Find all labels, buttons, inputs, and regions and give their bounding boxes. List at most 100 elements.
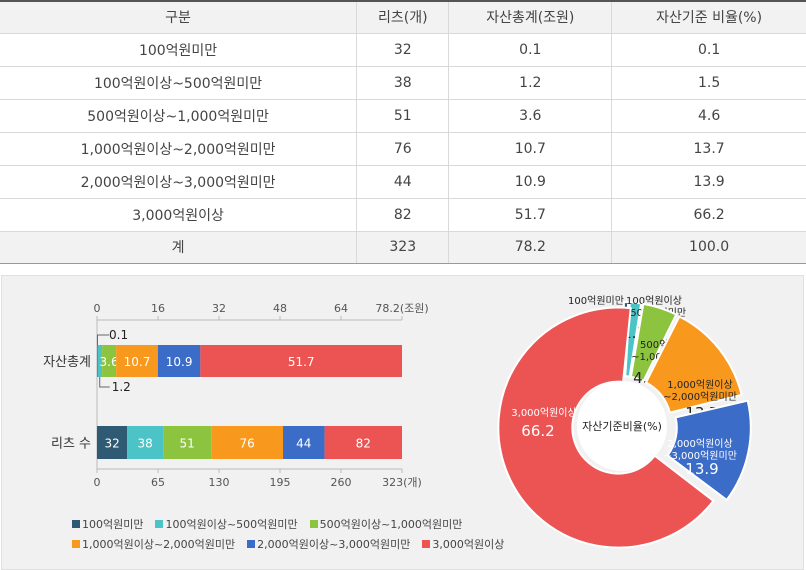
bar-segment xyxy=(116,345,158,377)
cell-count: 76 xyxy=(356,132,449,166)
bar-segment xyxy=(163,426,212,459)
donut-value-label: 66.2 xyxy=(521,422,554,440)
bar-label-leader xyxy=(99,377,110,388)
bar-segment xyxy=(127,426,164,459)
cell-category: 100억원이상~500억원미만 xyxy=(0,66,357,100)
bar-segment xyxy=(97,426,128,459)
cell-category: 2,000억원이상~3,000억원미만 xyxy=(0,165,357,199)
legend-swatch xyxy=(72,540,80,548)
header-asset-ratio: 자산기준 비율(%) xyxy=(611,0,806,34)
cell-assets: 3.6 xyxy=(448,99,612,133)
legend-swatch xyxy=(247,540,256,548)
legend-swatch xyxy=(309,520,318,528)
legend-label: 500억원이상~1,000억원미만 xyxy=(319,518,463,531)
donut-center xyxy=(577,381,667,471)
table-row: 100억원미만 32 0.1 0.1 xyxy=(0,33,806,67)
top-axis-tick-label: 48 xyxy=(273,302,287,315)
total-label: 계 xyxy=(0,230,357,264)
bar-segment xyxy=(200,345,402,377)
cell-assets: 0.1 xyxy=(448,33,612,67)
stacked-bar-chart: 0 16 32 48 64 78.2(조원) 0 65 130 195 260 323(개) 자산총계리… xyxy=(43,302,429,489)
bar-value-label: 76 xyxy=(239,437,254,451)
bar-segment xyxy=(97,345,103,377)
bar-value-label: 1.2 xyxy=(112,380,131,394)
bar-value-label: 38 xyxy=(138,437,153,451)
legend-swatch xyxy=(422,540,431,548)
bar-segment xyxy=(211,426,284,459)
top-axis-tick-label: 64 xyxy=(334,302,348,315)
bottom-axis-tick-label: 65 xyxy=(151,476,165,489)
cell-ratio: 1.5 xyxy=(611,66,806,100)
table-row: 100억원이상~500억원미만 38 1.2 1.5 xyxy=(0,66,806,100)
bar-category-label: 자산총계 xyxy=(43,355,91,370)
bar-segment xyxy=(283,426,325,459)
bar-value-label: 10.9 xyxy=(166,355,193,369)
bar-label-leader xyxy=(97,334,109,345)
donut-value-label: 13.9 xyxy=(685,460,718,478)
legend-row: 100억원미만 100억원이상~500억원미만 500억원이상~1,000억원미만 xyxy=(72,514,502,534)
top-axis-tick-label: 78.2(조원) xyxy=(375,302,428,315)
legend-label: 1,000억원이상~2,000억원미만 xyxy=(82,538,236,551)
bar-value-label: 3.6 xyxy=(100,355,119,369)
donut-slice xyxy=(644,315,743,414)
cell-assets: 10.9 xyxy=(448,165,612,199)
donut-slice-label: ~2,000억원미만 xyxy=(663,391,737,403)
legend-label: 3,000억원이상 xyxy=(432,538,505,551)
bar-value-label: 51 xyxy=(180,437,195,451)
total-assets: 78.2 xyxy=(448,230,612,264)
donut-slice xyxy=(666,399,752,502)
top-axis-tick-label: 16 xyxy=(151,302,165,315)
table-header-row: 구분 리츠(개) 자산총계(조원) 자산기준 비율(%) xyxy=(0,0,806,34)
bottom-axis-tick-label: 195 xyxy=(270,476,291,489)
cell-assets: 51.7 xyxy=(448,198,612,232)
bottom-axis-tick-label: 0 xyxy=(94,476,101,489)
legend-label: 100억원이상~500억원미만 xyxy=(165,518,298,531)
legend-item: 500억원이상~1,000억원미만 xyxy=(309,516,463,532)
cell-category: 500억원이상~1,000억원미만 xyxy=(0,99,357,133)
legend-item: 1,000억원이상~2,000억원미만 xyxy=(72,536,235,552)
cell-count: 51 xyxy=(356,99,449,133)
cell-ratio: 13.7 xyxy=(611,132,806,166)
bottom-axis-tick-label: 130 xyxy=(209,476,230,489)
cell-ratio: 4.6 xyxy=(611,99,806,133)
bar-value-label: 0.1 xyxy=(109,328,128,342)
table-row: 500억원이상~1,000억원미만 51 3.6 4.6 xyxy=(0,99,806,133)
cell-ratio: 13.9 xyxy=(611,165,806,199)
bar-segment xyxy=(97,345,98,377)
bar-segment xyxy=(324,426,402,459)
donut-slice xyxy=(497,306,715,549)
bar-value-label: 44 xyxy=(296,437,311,451)
donut-slice-label: 100억원미만 xyxy=(568,295,624,307)
top-axis-tick-label: 0 xyxy=(94,302,101,315)
bar-value-label: 32 xyxy=(104,437,119,451)
donut-slice xyxy=(629,302,678,383)
bar-category-label: 리츠 수 xyxy=(51,437,91,452)
header-reits-count: 리츠(개) xyxy=(356,0,449,34)
donut-slice-label: ~3,000억원미만 xyxy=(663,450,737,462)
legend-item: 2,000억원이상~3,000억원미만 xyxy=(247,536,410,552)
cell-ratio: 66.2 xyxy=(611,198,806,232)
cell-assets: 1.2 xyxy=(448,66,612,100)
table-row: 2,000억원이상~3,000억원미만 44 10.9 13.9 xyxy=(0,165,806,199)
bar-value-label: 10.7 xyxy=(124,355,151,369)
bar-value-label: 82 xyxy=(356,437,371,451)
bar-chart-legend: 100억원미만 100억원이상~500억원미만 500억원이상~1,000억원미만 1… xyxy=(72,514,504,554)
total-count: 323 xyxy=(356,230,449,264)
header-total-assets: 자산총계(조원) xyxy=(448,0,612,34)
legend-label: 2,000억원이상~3,000억원미만 xyxy=(257,538,411,551)
donut-chart: 100억원미만0.1100억원이상~500억원미만1.5500억원이상~1,00… xyxy=(497,295,752,549)
legend-item: 100억원이상~500억원미만 xyxy=(155,516,298,532)
total-ratio: 100.0 xyxy=(611,230,806,264)
header-category: 구분 xyxy=(0,0,357,34)
cell-category: 3,000억원이상 xyxy=(0,198,357,232)
donut-slice-label: 1,000억원이상 xyxy=(667,379,732,391)
table-row: 1,000억원이상~2,000억원미만 76 10.7 13.7 xyxy=(0,132,806,166)
cell-assets: 10.7 xyxy=(448,132,612,166)
legend-row: 1,000억원이상~2,000억원미만 2,000억원이상~3,000억원미만 3,… xyxy=(72,534,504,554)
legend-swatch xyxy=(155,520,164,528)
legend-item: 3,000억원이상 xyxy=(422,536,504,552)
donut-center-label: 자산기준비율(%) xyxy=(582,420,662,433)
table-row: 3,000억원이상 82 51.7 66.2 xyxy=(0,198,806,232)
bar-segment xyxy=(102,345,117,377)
bottom-axis-tick-label: 260 xyxy=(331,476,352,489)
